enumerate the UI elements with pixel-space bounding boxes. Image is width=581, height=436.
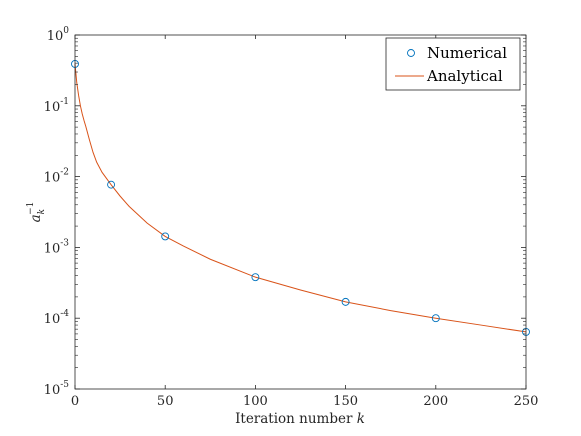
y-axis-label-superscript: −1: [26, 202, 36, 215]
legend-label-numerical: Numerical: [427, 44, 507, 62]
data-point-numerical: [341, 297, 350, 306]
y-tick-label: 10-5: [44, 380, 70, 398]
data-point-numerical: [431, 314, 440, 323]
x-axis-label: Iteration number k: [235, 411, 365, 427]
y-axis-label-base: a: [28, 214, 44, 222]
x-tick-label: 250: [514, 394, 539, 409]
y-tick-label: 10-2: [44, 168, 69, 186]
x-tick-label: 50: [157, 394, 174, 409]
series-line-analytical: [74, 63, 527, 333]
y-axis-label: ak−1: [26, 202, 47, 223]
x-tick-label: 150: [333, 394, 358, 409]
legend-marker-numerical: [407, 49, 415, 57]
legend-box: [385, 37, 521, 91]
x-axis-label-variable: k: [357, 411, 365, 427]
data-point-numerical: [251, 273, 260, 282]
x-tick-label: 0: [71, 394, 79, 409]
y-axis-label-subscript: k: [37, 209, 47, 214]
y-tick-label: 10-3: [44, 238, 70, 256]
plot-area: [75, 35, 526, 389]
x-tick-label: 100: [243, 394, 268, 409]
legend-label-analytical: Analytical: [426, 67, 503, 85]
data-point-numerical: [161, 232, 170, 241]
x-tick-label: 200: [423, 394, 448, 409]
legend: Numerical Analytical: [385, 37, 521, 91]
svg-text:ak−1: ak−1: [26, 202, 47, 223]
chart-marks: [71, 60, 530, 336]
y-tick-label: 10-1: [44, 97, 69, 115]
y-tick-label: 10-4: [44, 309, 70, 327]
plot-frame: [74, 34, 527, 390]
y-tick-label: 100: [47, 26, 70, 44]
data-point-numerical: [107, 180, 116, 189]
